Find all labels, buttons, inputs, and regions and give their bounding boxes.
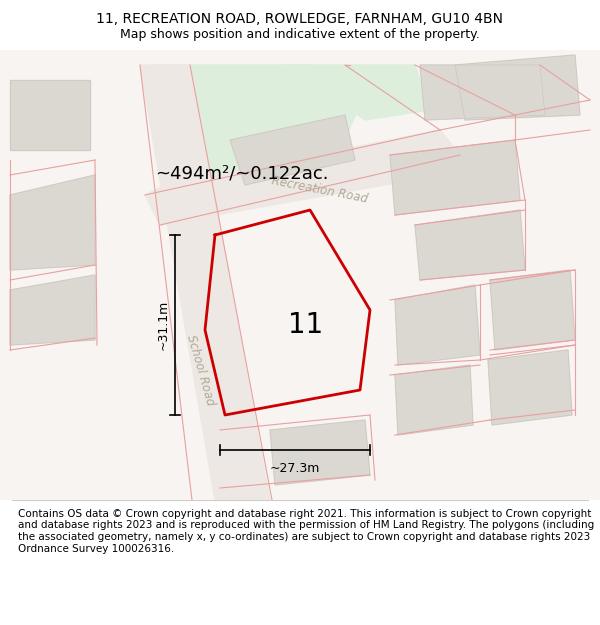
Text: School Road: School Road [184, 333, 217, 407]
Polygon shape [0, 50, 600, 500]
Polygon shape [155, 65, 360, 185]
Text: Recreation Road: Recreation Road [271, 174, 369, 206]
Polygon shape [145, 130, 460, 225]
Polygon shape [230, 115, 355, 185]
Polygon shape [420, 65, 545, 120]
Text: ~27.3m: ~27.3m [270, 461, 320, 474]
Polygon shape [10, 275, 95, 345]
Text: Map shows position and indicative extent of the property.: Map shows position and indicative extent… [120, 28, 480, 41]
Text: ~494m²/~0.122ac.: ~494m²/~0.122ac. [155, 164, 329, 182]
Polygon shape [395, 285, 480, 365]
Polygon shape [10, 80, 90, 150]
Text: 11: 11 [288, 311, 323, 339]
Polygon shape [415, 210, 525, 280]
Polygon shape [270, 420, 370, 485]
Polygon shape [395, 365, 473, 435]
Polygon shape [285, 65, 430, 120]
Polygon shape [488, 350, 572, 425]
Polygon shape [140, 65, 270, 500]
Text: Contains OS data © Crown copyright and database right 2021. This information is : Contains OS data © Crown copyright and d… [18, 509, 594, 554]
Text: 11, RECREATION ROAD, ROWLEDGE, FARNHAM, GU10 4BN: 11, RECREATION ROAD, ROWLEDGE, FARNHAM, … [97, 12, 503, 26]
Polygon shape [455, 55, 580, 120]
Polygon shape [10, 175, 95, 270]
Text: ~31.1m: ~31.1m [157, 300, 170, 350]
Polygon shape [490, 270, 575, 350]
Polygon shape [390, 140, 520, 215]
